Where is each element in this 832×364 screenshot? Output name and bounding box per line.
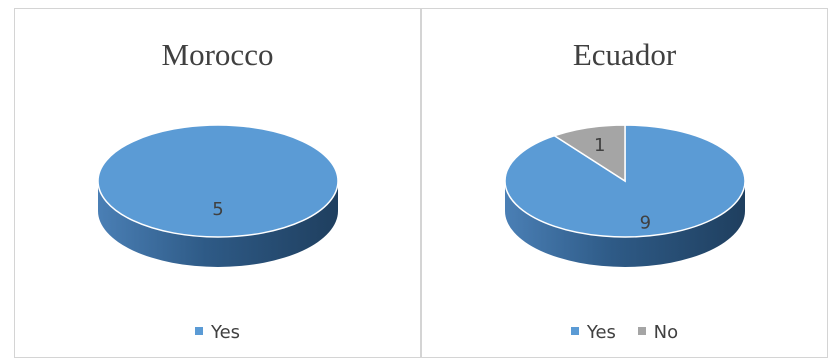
legend-swatch-yes — [570, 327, 579, 335]
pie-slice-no — [552, 124, 626, 183]
pie-slice-yes — [97, 124, 339, 238]
legend: Yes — [15, 322, 420, 343]
legend-item-no: No — [637, 322, 679, 343]
legend-item-yes: Yes — [194, 322, 241, 343]
legend-label-no: No — [653, 322, 679, 343]
chart-title: Morocco — [161, 37, 274, 72]
pie-chart-ecuador: 91 — [504, 124, 746, 267]
legend-swatch-yes — [194, 327, 203, 335]
chart-title: Ecuador — [572, 37, 677, 72]
data-label-yes: 5 — [212, 199, 223, 220]
pie-chart-morocco: 5 — [97, 124, 339, 267]
data-label-yes: 9 — [640, 212, 651, 233]
legend-label-yes: Yes — [210, 322, 241, 343]
legend-label-yes: Yes — [586, 322, 616, 343]
pie-side-wall — [505, 181, 745, 267]
legend-swatch-no — [637, 327, 646, 335]
legend-item-yes: Yes — [570, 322, 616, 343]
legend: Yes No — [422, 322, 827, 343]
pie-side-wall — [98, 181, 338, 267]
chart-panel-morocco: Morocco 5 Yes — [14, 8, 421, 358]
data-label-no: 1 — [594, 135, 605, 156]
